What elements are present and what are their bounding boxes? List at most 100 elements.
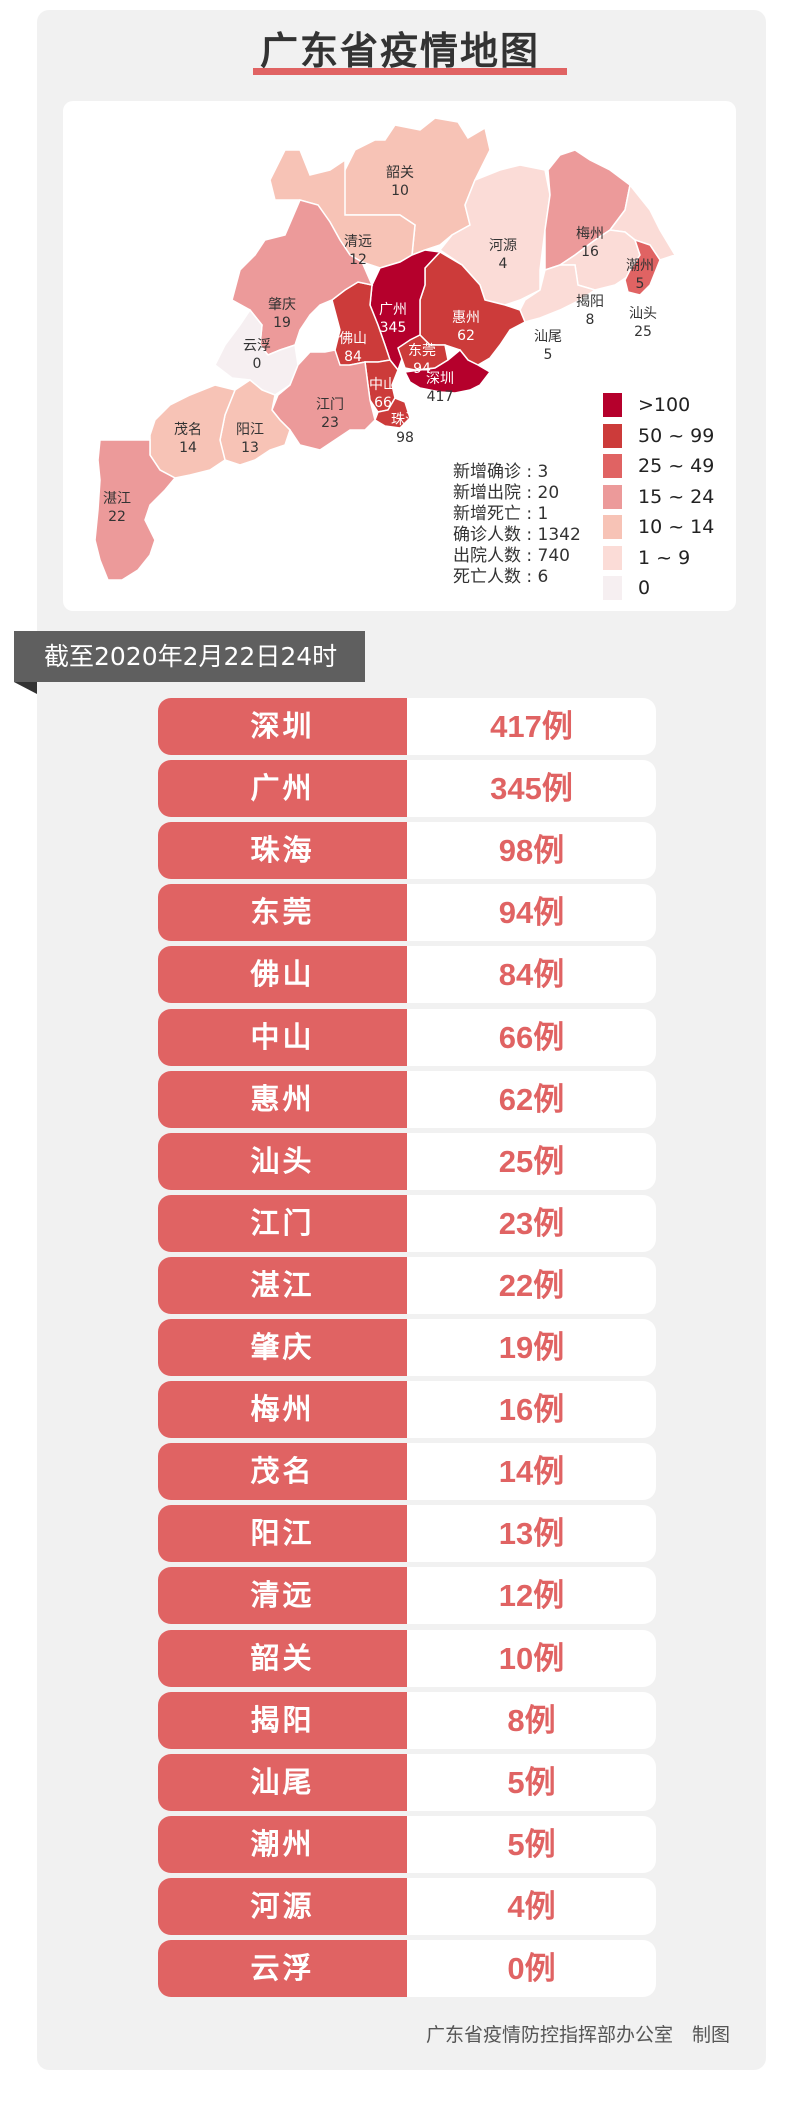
table-row: 潮州 5例 [158, 1815, 656, 1873]
region-name-label: 湛江 [103, 491, 131, 507]
region-value-label: 8 [586, 312, 595, 328]
table-row: 珠海 98例 [158, 822, 656, 880]
region-name-label: 阳江 [236, 422, 264, 438]
stat-value: 1 [537, 504, 549, 524]
city-name: 东莞 [158, 884, 407, 942]
legend-swatch [603, 576, 622, 601]
stat-value: 6 [537, 567, 549, 587]
region-name-label: 肇庆 [268, 297, 296, 313]
footer-credit: 广东省疫情防控指挥部办公室 制图 [425, 2024, 730, 2046]
city-name: 肇庆 [158, 1319, 407, 1376]
region-value-label: 13 [241, 440, 259, 456]
city-name: 珠海 [158, 822, 407, 880]
stat-label: 死亡人数 [453, 567, 521, 587]
case-count: 22例 [498, 1267, 565, 1303]
region-value-label: 16 [581, 244, 599, 260]
region-湛江 [94, 439, 177, 581]
region-汕头 [624, 238, 661, 296]
region-name-label: 东莞 [408, 343, 436, 359]
city-name: 云浮 [158, 1940, 407, 1997]
title-underline [253, 68, 567, 75]
case-count: 98例 [498, 833, 565, 869]
legend-swatch [603, 454, 622, 479]
table-row: 东莞 94例 [158, 884, 656, 942]
region-value-label: 23 [321, 415, 339, 431]
date-banner: 截至2020年2月22日24时 [14, 631, 365, 682]
region-value-label: 62 [457, 328, 475, 344]
case-count: 66例 [498, 1019, 565, 1055]
legend-item: 50 ~ 99 [603, 421, 714, 452]
table-row: 汕尾 5例 [158, 1753, 656, 1811]
case-count: 84例 [498, 957, 565, 993]
region-value-label: 5 [544, 347, 553, 363]
case-count: 13例 [498, 1516, 565, 1552]
region-value-label: 22 [108, 509, 126, 525]
map-legend: >100 50 ~ 99 25 ~ 49 15 ~ 24 10 ~ 14 1 ~ 9 0 [603, 390, 714, 604]
city-name: 潮州 [158, 1815, 407, 1873]
region-name-label: 江门 [316, 397, 344, 413]
table-row: 广州 345例 [158, 760, 656, 818]
region-value-label: 12 [349, 252, 367, 268]
table-row: 河源 4例 [158, 1877, 656, 1935]
stat-line: 新增确诊 : 3 [453, 462, 581, 483]
legend-item: 0 [603, 573, 714, 604]
region-name-label: 云浮 [243, 338, 271, 354]
legend-item: 25 ~ 49 [603, 451, 714, 482]
stat-separator: : [521, 483, 538, 503]
case-count: 12例 [498, 1578, 565, 1614]
table-row: 梅州 16例 [158, 1381, 656, 1439]
table-row: 揭阳 8例 [158, 1691, 656, 1749]
table-row: 韶关 10例 [158, 1629, 656, 1687]
case-count: 345例 [490, 771, 573, 807]
table-row: 肇庆 19例 [158, 1319, 656, 1376]
city-name: 佛山 [158, 946, 407, 1004]
stat-line: 死亡人数 : 6 [453, 567, 581, 588]
stat-label: 新增出院 [453, 483, 521, 503]
stat-value: 3 [537, 462, 549, 482]
region-name-label: 佛山 [339, 331, 367, 347]
city-name: 江门 [158, 1194, 407, 1252]
legend-item: 1 ~ 9 [603, 543, 714, 574]
city-name: 湛江 [158, 1256, 407, 1314]
case-count: 94例 [498, 895, 565, 931]
region-name-label: 清远 [344, 234, 372, 250]
region-深圳 [403, 348, 492, 394]
case-count: 10例 [498, 1640, 565, 1676]
region-name-label: 汕头 [629, 306, 657, 322]
region-name-label: 汕尾 [534, 329, 562, 345]
region-value-label: 98 [396, 430, 414, 446]
legend-label: 50 ~ 99 [638, 424, 715, 447]
legend-item: 10 ~ 14 [603, 512, 714, 543]
legend-label: 0 [638, 577, 651, 600]
stat-label: 确诊人数 [453, 525, 521, 545]
city-name: 韶关 [158, 1629, 407, 1687]
stat-separator: : [521, 525, 538, 545]
legend-item: 15 ~ 24 [603, 482, 714, 513]
stat-separator: : [521, 504, 538, 524]
city-name: 中山 [158, 1008, 407, 1066]
region-value-label: 84 [344, 349, 362, 365]
city-name: 河源 [158, 1877, 407, 1935]
city-name: 广州 [158, 760, 407, 818]
legend-swatch [603, 393, 622, 418]
stat-value: 1342 [537, 525, 581, 545]
stat-value: 740 [537, 546, 570, 566]
region-name-label: 惠州 [452, 310, 480, 326]
legend-label: >100 [638, 394, 691, 417]
region-name-label: 珠海 [391, 412, 419, 428]
stat-label: 出院人数 [453, 546, 521, 566]
city-name: 深圳 [158, 698, 407, 755]
city-name: 汕尾 [158, 1753, 407, 1811]
stat-separator: : [521, 546, 538, 566]
region-value-label: 4 [499, 256, 508, 272]
region-value-label: 14 [179, 440, 197, 456]
case-count: 5例 [507, 1764, 556, 1800]
city-name: 汕头 [158, 1132, 407, 1190]
region-value-label: 5 [636, 276, 645, 292]
region-name-label: 广州 [379, 302, 407, 318]
table-row: 阳江 13例 [158, 1505, 656, 1563]
city-name: 阳江 [158, 1505, 407, 1563]
region-name-label: 揭阳 [576, 294, 604, 310]
table-row: 云浮 0例 [158, 1940, 656, 1997]
